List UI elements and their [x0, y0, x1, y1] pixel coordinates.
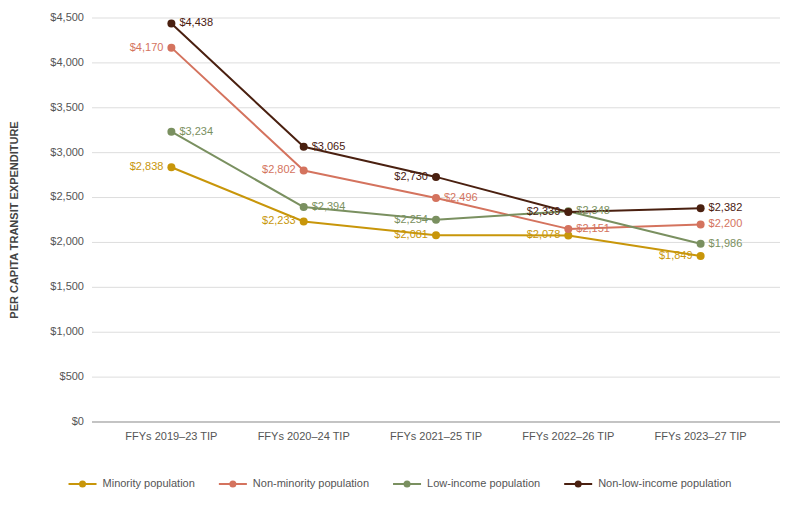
- data-point: [432, 216, 440, 224]
- series-line: [171, 167, 700, 256]
- y-tick-label: $1,000: [50, 325, 84, 337]
- x-tick-label: FFYs 2021–25 TIP: [390, 430, 482, 442]
- data-label: $2,730: [394, 170, 428, 182]
- data-label: $2,348: [576, 204, 610, 216]
- data-labels: $2,838 $2,233 $2,081 $2,078 $1,849 $4,170 $2,8…: [130, 16, 743, 260]
- y-axis-label: PER CAPITA TRANSIT EXPENDITURE: [8, 121, 20, 318]
- chart: $0 $500 $1,000 $1,500 $2,000 $2,500 $3,000 $3,5…: [0, 0, 800, 514]
- y-tick-label: $3,000: [50, 146, 84, 158]
- grid-line: [92, 332, 780, 333]
- x-tick-label: FFYs 2020–24 TIP: [258, 430, 350, 442]
- legend-marker: [575, 481, 582, 488]
- x-tick-label: FFYs 2022–26 TIP: [522, 430, 614, 442]
- data-label: $1,849: [659, 249, 693, 261]
- data-point: [432, 231, 440, 239]
- legend-label: Minority population: [103, 477, 195, 489]
- data-point: [167, 163, 175, 171]
- grid-line: [92, 287, 780, 288]
- legend-item: Non-minority population: [219, 477, 369, 489]
- data-point: [300, 143, 308, 151]
- data-label: $2,339: [527, 205, 561, 217]
- legend-item: Minority population: [69, 477, 195, 489]
- data-label: $2,151: [576, 222, 610, 234]
- x-tick-label: FFYs 2019–23 TIP: [125, 430, 217, 442]
- data-label: $3,065: [312, 140, 346, 152]
- data-point: [300, 203, 308, 211]
- data-point: [432, 173, 440, 181]
- data-point: [697, 240, 705, 248]
- grid-line: [92, 152, 780, 153]
- x-axis-line: [92, 422, 780, 423]
- grid-line: [92, 422, 780, 423]
- data-label: $2,496: [444, 191, 478, 203]
- data-point: [432, 194, 440, 202]
- grid-line: [92, 107, 780, 108]
- legend: Minority population Non-minority populati…: [69, 477, 732, 489]
- grid-line: [92, 62, 780, 63]
- data-point: [697, 252, 705, 260]
- legend-item: Low-income population: [393, 477, 540, 489]
- data-label: $4,438: [179, 16, 213, 28]
- legend-label: Non-low-income population: [598, 477, 731, 489]
- y-tick-label: $500: [60, 370, 84, 382]
- grid-line: [92, 377, 780, 378]
- y-tick-label: $0: [72, 415, 84, 427]
- y-axis: $0 $500 $1,000 $1,500 $2,000 $2,500 $3,000 $3,5…: [50, 11, 780, 427]
- legend-item: Non-low-income population: [564, 477, 731, 489]
- y-tick-label: $2,500: [50, 190, 84, 202]
- data-label: $2,200: [709, 217, 743, 229]
- data-label: $2,078: [527, 228, 561, 240]
- legend-label: Low-income population: [427, 477, 540, 489]
- legend-label: Non-minority population: [253, 477, 369, 489]
- data-label: $2,081: [394, 228, 428, 240]
- legend-marker: [229, 481, 236, 488]
- data-label: $2,254: [394, 213, 428, 225]
- grid-line: [92, 242, 780, 243]
- data-point: [564, 208, 572, 216]
- y-tick-label: $4,500: [50, 11, 84, 23]
- data-label: $2,233: [262, 214, 296, 226]
- data-label: $4,170: [130, 41, 164, 53]
- data-point: [564, 207, 572, 215]
- data-point: [300, 166, 308, 174]
- series-line: [171, 24, 700, 212]
- legend-marker: [404, 481, 411, 488]
- y-tick-label: $3,500: [50, 101, 84, 113]
- data-label: $2,802: [262, 163, 296, 175]
- data-label: $2,382: [709, 201, 743, 213]
- data-point: [167, 44, 175, 52]
- data-point: [167, 20, 175, 28]
- data-point: [697, 204, 705, 212]
- data-label: $2,838: [130, 160, 164, 172]
- y-tick-label: $4,000: [50, 56, 84, 68]
- plot-area: [167, 20, 704, 260]
- series-line: [171, 132, 700, 244]
- y-tick-label: $2,000: [50, 235, 84, 247]
- x-tick-label: FFYs 2023–27 TIP: [655, 430, 747, 442]
- data-label: $1,986: [709, 237, 743, 249]
- series-line: [171, 48, 700, 229]
- data-point: [564, 225, 572, 233]
- data-point: [300, 218, 308, 226]
- legend-marker: [79, 481, 86, 488]
- data-point: [167, 128, 175, 136]
- data-label: $3,234: [179, 125, 213, 137]
- y-tick-label: $1,500: [50, 280, 84, 292]
- data-label: $2,394: [312, 200, 346, 212]
- data-point: [697, 220, 705, 228]
